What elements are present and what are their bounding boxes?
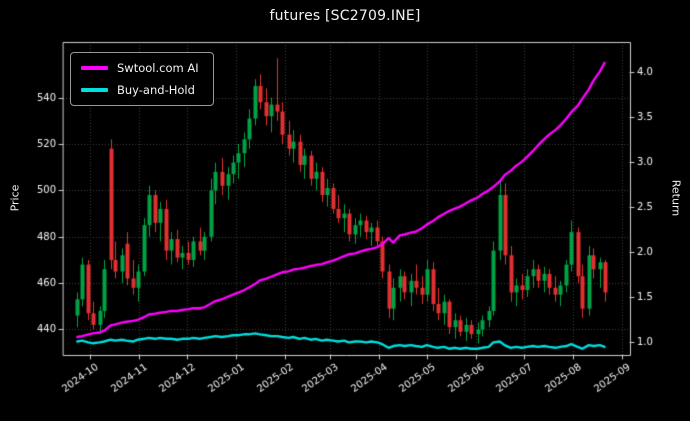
legend-label-swtool-ai: Swtool.com AI: [117, 61, 199, 75]
buy-and-hold-line-swatch: [81, 88, 108, 92]
legend-item-buy-and-hold: Buy-and-Hold: [81, 83, 199, 97]
legend-item-swtool-ai: Swtool.com AI: [81, 61, 199, 75]
ai-line-swatch: [81, 66, 108, 70]
chart-legend: Swtool.com AI Buy-and-Hold: [70, 52, 214, 106]
legend-label-buy-and-hold: Buy-and-Hold: [117, 83, 195, 97]
